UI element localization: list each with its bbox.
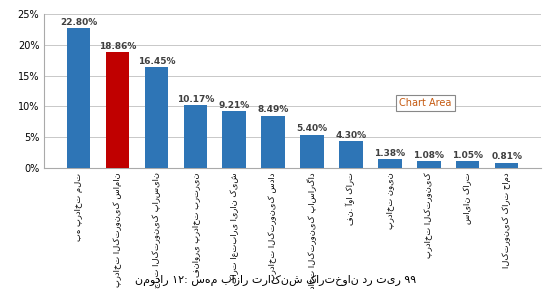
Text: 9.21%: 9.21% <box>219 101 250 110</box>
Text: Chart Area: Chart Area <box>400 98 452 108</box>
Bar <box>222 111 246 168</box>
Bar <box>184 105 207 168</box>
Text: نمودار ۱۲: سهم بازار تراکنش کارتخوان در تیر ۹۹: نمودار ۱۲: سهم بازار تراکنش کارتخوان در … <box>135 275 417 286</box>
Bar <box>339 141 363 168</box>
Text: 16.45%: 16.45% <box>137 57 175 66</box>
Bar <box>105 52 129 168</box>
Text: 8.49%: 8.49% <box>257 105 289 114</box>
Bar <box>262 116 285 168</box>
Text: 22.80%: 22.80% <box>60 18 97 27</box>
Text: 1.08%: 1.08% <box>413 151 444 160</box>
Text: 5.40%: 5.40% <box>296 124 327 133</box>
Bar <box>456 161 480 168</box>
Text: 1.38%: 1.38% <box>374 149 406 158</box>
Text: 1.05%: 1.05% <box>452 151 483 160</box>
Bar <box>67 28 90 168</box>
Text: 10.17%: 10.17% <box>177 95 214 104</box>
Bar <box>495 163 518 168</box>
Bar <box>300 135 323 168</box>
Text: 0.81%: 0.81% <box>491 152 522 162</box>
Text: 4.30%: 4.30% <box>336 131 367 140</box>
Bar <box>145 67 168 168</box>
Text: 18.86%: 18.86% <box>99 42 136 51</box>
Bar <box>378 159 401 168</box>
Bar <box>417 161 440 168</box>
